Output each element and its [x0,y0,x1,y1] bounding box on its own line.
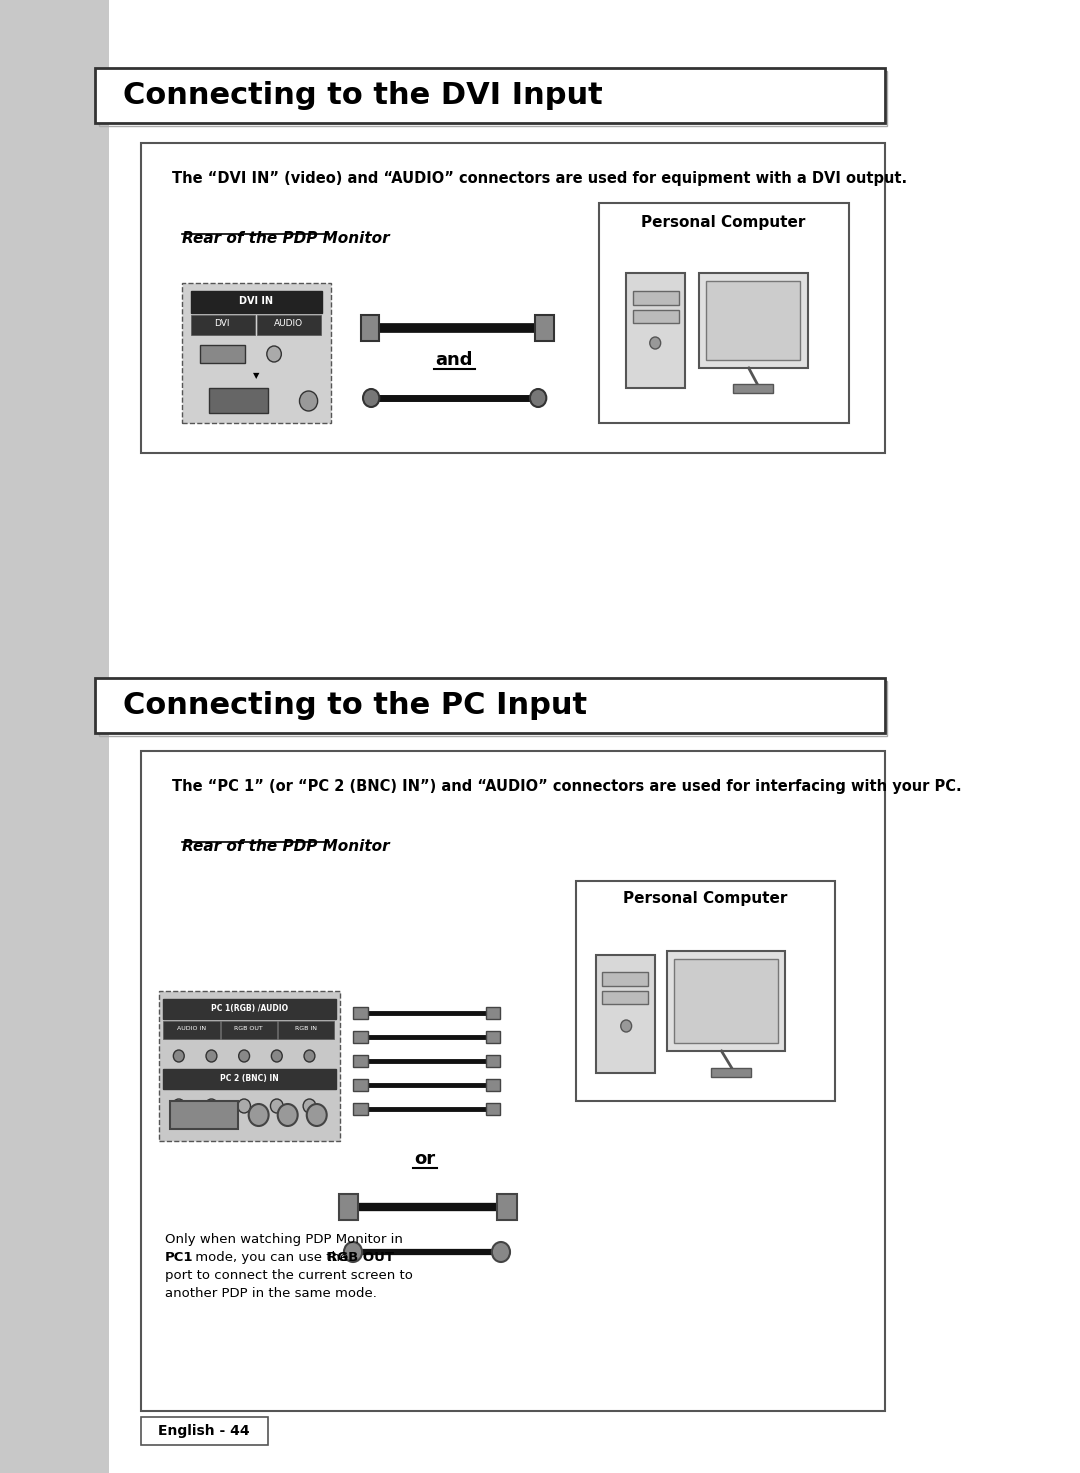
Bar [99,71,887,127]
Text: or: or [414,1150,435,1168]
Circle shape [530,389,546,407]
Text: PC 1(RGB) /AUDIO: PC 1(RGB) /AUDIO [211,1003,288,1012]
Text: another PDP in the same mode.: another PDP in the same mode. [165,1287,377,1301]
Text: AUDIO IN: AUDIO IN [177,1027,206,1031]
Bar [140,143,885,454]
Bar [633,292,679,305]
Circle shape [267,346,281,362]
Bar [626,273,685,387]
Text: DVI: DVI [215,320,230,328]
Circle shape [271,1050,282,1062]
Circle shape [248,1103,269,1125]
Circle shape [343,1242,362,1262]
Bar [486,1008,500,1019]
Circle shape [491,1242,510,1262]
Bar [353,1103,367,1115]
Text: AUDIO: AUDIO [274,320,303,328]
Circle shape [173,1099,185,1114]
Text: Connecting to the PC Input: Connecting to the PC Input [122,691,586,720]
Bar [190,315,255,334]
Bar [577,881,835,1100]
Bar [486,1055,500,1066]
Bar [733,384,773,393]
Text: The “PC 1” (or “PC 2 (BNC) IN”) and “AUDIO” connectors are used for interfacing : The “PC 1” (or “PC 2 (BNC) IN”) and “AUD… [173,779,962,794]
Bar [486,1080,500,1091]
Bar [99,681,887,736]
Bar [278,1021,334,1038]
Bar [170,1100,238,1128]
Bar [699,273,808,368]
Circle shape [238,1099,251,1114]
Bar [486,1103,500,1115]
Bar [140,1417,268,1445]
Circle shape [621,1019,632,1033]
Text: Connecting to the DVI Input: Connecting to the DVI Input [122,81,603,110]
Text: Rear of the PDP Monitor: Rear of the PDP Monitor [181,840,389,854]
Text: English - 44: English - 44 [159,1424,249,1438]
Circle shape [305,1050,315,1062]
Text: Personal Computer: Personal Computer [623,891,787,906]
Circle shape [363,389,379,407]
Text: RGB IN: RGB IN [295,1027,316,1031]
Bar [220,1021,276,1038]
Circle shape [278,1103,298,1125]
Text: Only when watching PDP Monitor in: Only when watching PDP Monitor in [165,1233,403,1246]
Bar [353,1055,367,1066]
Circle shape [206,1050,217,1062]
Text: PC 2 (BNC) IN: PC 2 (BNC) IN [220,1074,279,1083]
Bar [200,345,245,362]
Bar [497,1195,517,1220]
Text: Personal Computer: Personal Computer [642,215,806,230]
Circle shape [239,1050,249,1062]
Bar [95,68,885,124]
Circle shape [650,337,661,349]
Bar [353,1080,367,1091]
Bar [602,972,648,985]
Text: The “DVI IN” (video) and “AUDIO” connectors are used for equipment with a DVI ou: The “DVI IN” (video) and “AUDIO” connect… [173,171,907,186]
Circle shape [270,1099,283,1114]
Bar [95,678,885,734]
Circle shape [307,1103,327,1125]
Text: RGB OUT: RGB OUT [327,1251,394,1264]
Text: ▼: ▼ [253,371,259,380]
Bar [599,203,849,423]
Bar [674,959,778,1043]
Bar [353,1008,367,1019]
Bar [706,281,800,359]
Bar [536,315,554,342]
Circle shape [303,1099,315,1114]
Bar [711,1068,751,1077]
Bar [596,955,656,1072]
Bar [181,283,332,423]
Bar [163,999,336,1019]
Bar [257,315,321,334]
Bar [0,0,109,1473]
Text: Rear of the PDP Monitor: Rear of the PDP Monitor [181,231,389,246]
Bar [208,387,268,412]
Text: and: and [435,351,473,370]
Bar [353,1031,367,1043]
Bar [140,751,885,1411]
Bar [159,991,340,1142]
Bar [163,1021,219,1038]
Text: port to connect the current screen to: port to connect the current screen to [165,1270,413,1282]
Circle shape [299,390,318,411]
Text: DVI IN: DVI IN [239,296,273,306]
Text: PC1: PC1 [165,1251,193,1264]
Text: RGB OUT: RGB OUT [234,1027,264,1031]
Bar [190,292,322,312]
Bar [361,315,379,342]
Bar [667,952,785,1052]
Circle shape [173,1050,185,1062]
Bar [486,1031,500,1043]
Bar [338,1195,359,1220]
Bar [602,991,648,1005]
Bar [633,309,679,323]
Bar [163,1069,336,1089]
Circle shape [205,1099,218,1114]
Text: mode, you can use the: mode, you can use the [190,1251,352,1264]
